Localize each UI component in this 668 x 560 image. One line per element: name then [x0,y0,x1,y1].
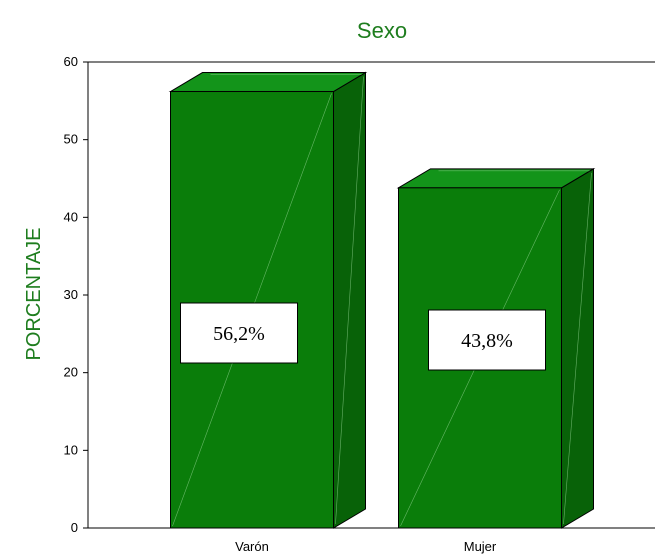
y-tick-label: 60 [64,54,78,69]
bar-top-face [168,72,368,93]
bars [168,71,596,529]
data-label-2: 43,8% [428,309,546,371]
y-tick-label: 40 [64,209,78,224]
data-label-box [180,302,298,364]
bar-2 [396,167,596,529]
bar-1 [168,71,368,529]
data-label-text: 56,2% [213,323,265,345]
data-labels: 56,2% 43,8% [180,302,546,371]
y-tick-label: 0 [71,520,78,535]
data-label-1: 56,2% [180,302,298,364]
y-tick-label: 10 [64,442,78,457]
y-tick-label: 30 [64,287,78,302]
y-tick-label: 20 [64,365,78,380]
x-tick-label: Mujer [464,539,497,554]
data-label-box [428,309,546,371]
x-tick-label: Varón [235,539,269,554]
bar-side-highlight-line [335,76,364,525]
chart-title: Sexo [357,18,407,43]
data-label-text: 43,8% [461,330,513,352]
bar-side-highlight-line [563,172,592,525]
bar-top-face [396,168,596,189]
y-tick-label: 50 [64,132,78,147]
y-axis-label: PORCENTAJE [23,228,45,361]
